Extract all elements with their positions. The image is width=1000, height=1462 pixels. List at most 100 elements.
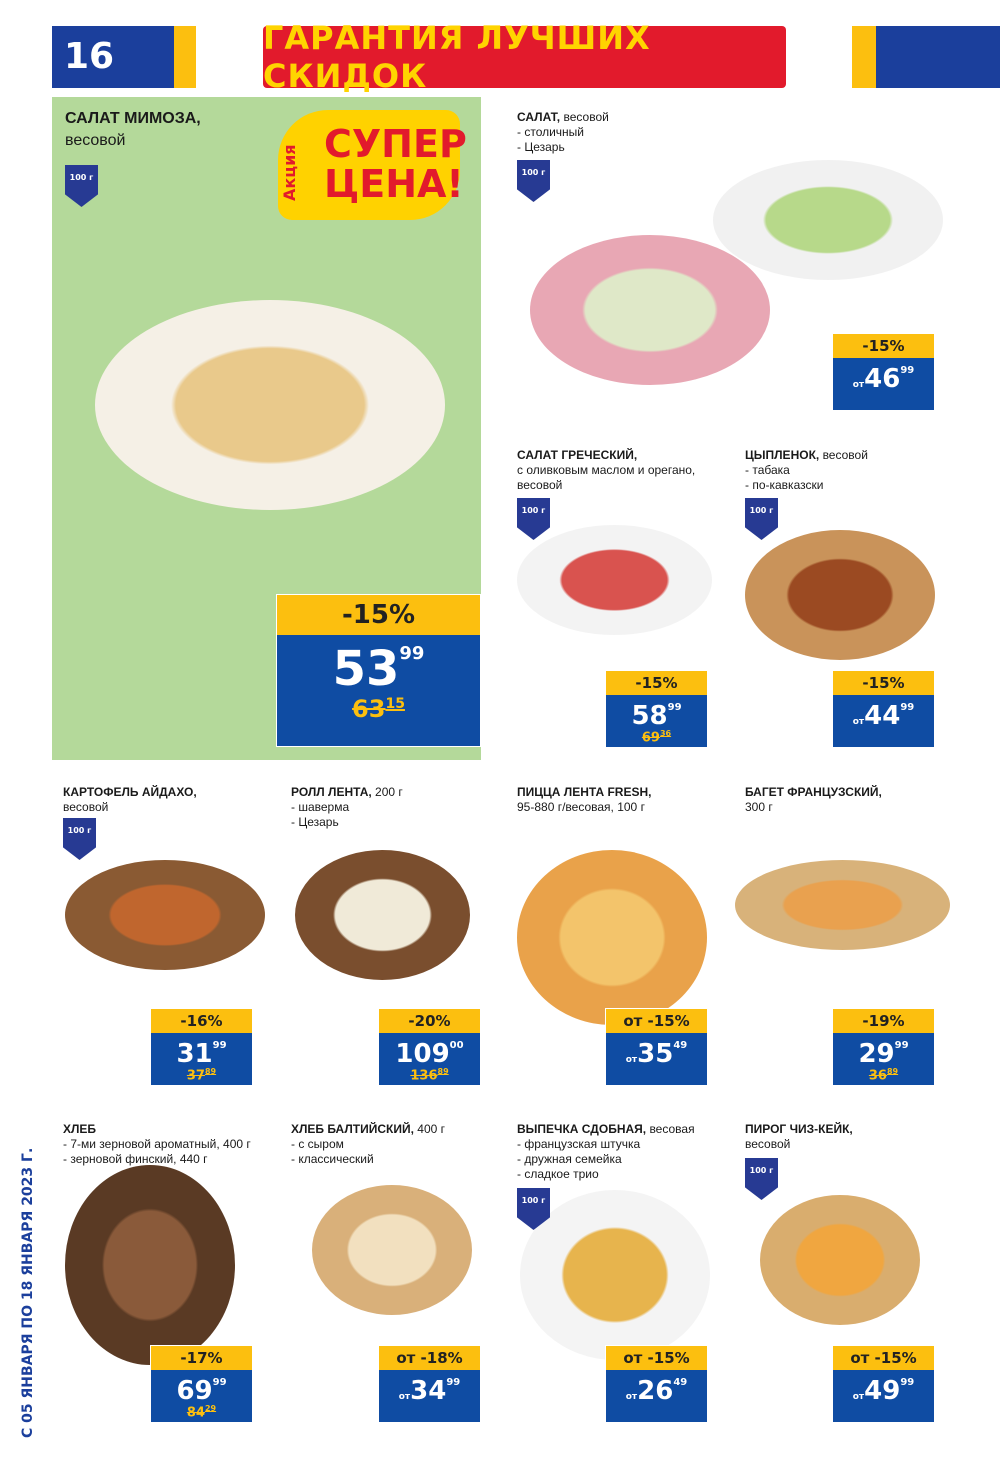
product-variant: - Цезарь — [291, 815, 339, 829]
product-name-extra: 200 г — [371, 785, 403, 799]
product-name: ПИЦЦА ЛЕНТА FRESH, — [517, 785, 652, 799]
price-tag: от -15% от2649 — [605, 1345, 708, 1423]
product-variant: - с сыром — [291, 1137, 344, 1151]
old-price-rubles: 69 — [641, 730, 660, 746]
discount-label: -16% — [151, 1009, 252, 1033]
product-name: САЛАТ, — [517, 110, 561, 124]
price-tag: -15% от4699 — [832, 333, 935, 411]
product-variant: - по-кавказски — [745, 478, 824, 492]
current-price: от4999 — [833, 1376, 934, 1406]
product-name: ПИРОГ ЧИЗ-КЕЙК, — [745, 1122, 853, 1136]
current-price: от4699 — [833, 364, 934, 394]
price-tag: -17% 6999 8429 — [150, 1345, 253, 1423]
old-price: 6315 — [277, 695, 480, 723]
weight-badge: 100 г — [745, 498, 778, 540]
price-rubles: 53 — [332, 641, 400, 697]
product-image — [517, 850, 707, 1025]
product-image — [65, 1165, 235, 1365]
old-price-rubles: 36 — [868, 1068, 887, 1084]
price-kopecks: 99 — [446, 1377, 461, 1388]
discount-label: -17% — [151, 1346, 252, 1370]
product-variant: 300 г — [745, 800, 773, 814]
discount-label: -15% — [833, 334, 934, 358]
product-variant: с оливковым маслом и орегано, — [517, 463, 696, 477]
price-kopecks: 99 — [212, 1040, 227, 1051]
price-tag: от -15% от3549 — [605, 1008, 708, 1086]
product-name: САЛАТ МИМОЗА, — [65, 110, 201, 127]
price-kopecks: 99 — [900, 702, 915, 713]
price-from-prefix: от — [625, 1055, 638, 1065]
price-rubles: 49 — [864, 1376, 901, 1406]
old-price-kopecks: 89 — [437, 1067, 449, 1076]
current-price: 3199 — [151, 1039, 252, 1069]
product-image — [713, 160, 943, 280]
current-price: 10900 — [379, 1039, 480, 1069]
product-name: ВЫПЕЧКА СДОБНАЯ, — [517, 1122, 647, 1136]
product-title: ПИЦЦА ЛЕНТА FRESH, 95-880 г/весовая, 100 … — [517, 785, 747, 815]
current-price: 5899 — [606, 701, 707, 731]
current-price: 5399 — [277, 641, 480, 697]
weight-badge: 100 г — [745, 1158, 778, 1200]
product-variant: - шаверма — [291, 800, 350, 814]
discount-label: -15% — [277, 595, 480, 635]
discount-label: -15% — [606, 671, 707, 695]
validity-dates: С 05 ЯНВАРЯ ПО 18 ЯНВАРЯ 2023 Г. — [20, 1147, 36, 1438]
price-rubles: 109 — [395, 1039, 450, 1069]
product-name-extra: весовой — [819, 448, 868, 462]
product-image — [760, 1195, 920, 1325]
current-price: от3499 — [379, 1376, 480, 1406]
product-title: ПИРОГ ЧИЗ-КЕЙК, весовой — [745, 1122, 975, 1152]
discount-label: от -15% — [606, 1346, 707, 1370]
product-variant: весовой — [517, 478, 563, 492]
old-price: 8429 — [151, 1404, 252, 1420]
product-image — [65, 860, 265, 970]
price-kopecks: 49 — [673, 1377, 688, 1388]
product-variant: - зерновой финский, 440 г — [63, 1152, 208, 1166]
product-variant: - 7-ми зерновой ароматный, 400 г — [63, 1137, 251, 1151]
old-price-rubles: 84 — [186, 1405, 205, 1421]
price-from-prefix: от — [852, 717, 865, 727]
price-kopecks: 99 — [900, 1377, 915, 1388]
product-name: ХЛЕБ — [63, 1122, 97, 1136]
product-title: САЛАТ МИМОЗА, весовой — [65, 108, 295, 152]
weight-badge: 100 г — [517, 160, 550, 202]
discount-label: от -18% — [379, 1346, 480, 1370]
product-name: ЦЫПЛЕНОК, — [745, 448, 820, 462]
old-price-kopecks: 15 — [385, 696, 405, 712]
product-title: КАРТОФЕЛЬ АЙДАХО, весовой — [63, 785, 293, 815]
price-rubles: 29 — [858, 1039, 895, 1069]
product-name: КАРТОФЕЛЬ АЙДАХО, — [63, 785, 197, 799]
price-tag: -16% 3199 3789 — [150, 1008, 253, 1086]
product-title: ХЛЕБ БАЛТИЙСКИЙ, 400 г - с сыром - классич… — [291, 1122, 521, 1167]
header-left-band — [52, 26, 174, 88]
product-image — [95, 300, 445, 510]
price-rubles: 34 — [410, 1376, 447, 1406]
product-image — [735, 860, 950, 950]
header-right-band — [876, 26, 1000, 88]
product-variant: весовой — [65, 132, 126, 149]
page-number: 16 — [64, 36, 115, 77]
product-image — [530, 235, 770, 385]
price-tag: -15% 5899 6936 — [605, 670, 708, 748]
header-right-stripe — [852, 26, 876, 88]
super-price-badge: СУПЕР ЦЕНА! — [278, 110, 467, 220]
product-name-extra: 400 г — [413, 1122, 446, 1136]
discount-label: от -15% — [833, 1346, 934, 1370]
price-rubles: 35 — [637, 1039, 674, 1069]
product-variant: - французская штучка — [517, 1137, 641, 1151]
old-price: 13689 — [379, 1067, 480, 1083]
old-price-rubles: 63 — [352, 695, 386, 723]
price-kopecks: 99 — [900, 365, 915, 376]
old-price: 6936 — [606, 729, 707, 745]
old-price-kopecks: 29 — [204, 1404, 217, 1413]
price-tag: -15% 5399 6315 — [276, 594, 481, 747]
product-image — [517, 525, 712, 635]
price-kopecks: 00 — [449, 1040, 464, 1051]
product-variant: 95-880 г/весовая, 100 г — [517, 800, 645, 814]
discount-label: -15% — [833, 671, 934, 695]
price-from-prefix: от — [852, 380, 865, 390]
product-image — [295, 850, 470, 980]
discount-label: -20% — [379, 1009, 480, 1033]
product-variant: - табака — [745, 463, 790, 477]
old-price-rubles: 37 — [186, 1068, 205, 1084]
